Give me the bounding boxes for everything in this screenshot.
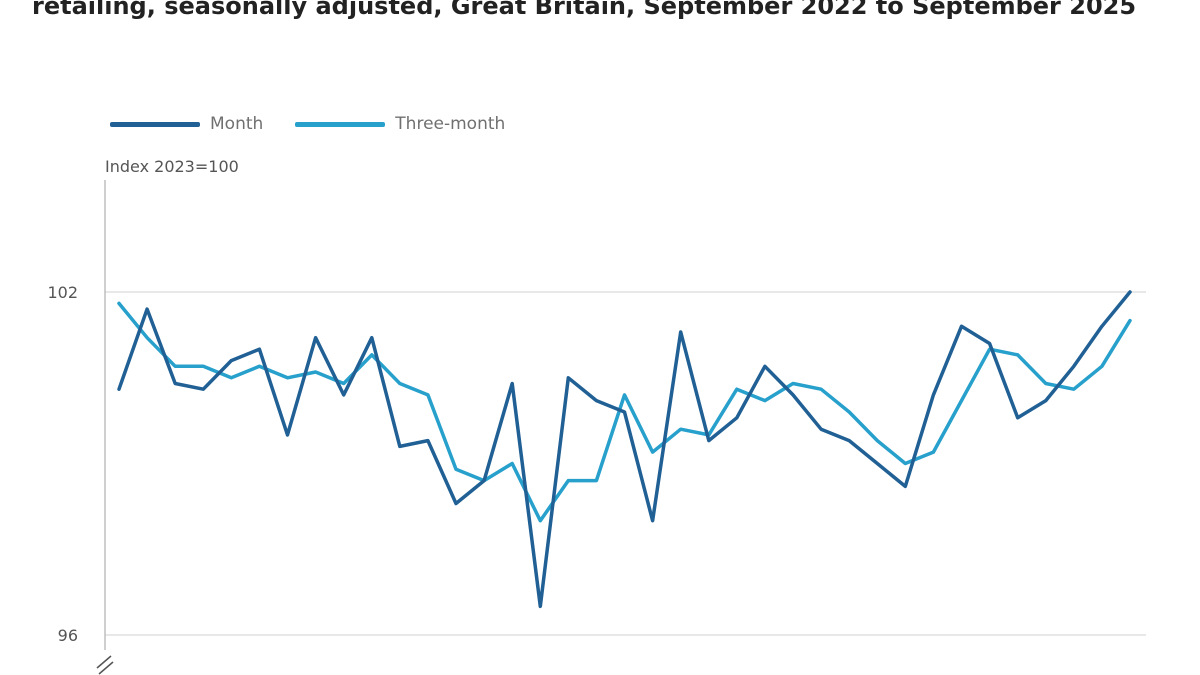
chart-legend: Month Three-month [110, 111, 537, 137]
y-axis-unit-label: Index 2023=100 [105, 157, 239, 176]
gridlines [105, 291, 1146, 636]
legend-label-three-month: Three-month [395, 114, 506, 134]
series-line-month [117, 290, 1132, 609]
y-tick-label-102: 102 [47, 283, 78, 302]
series-line-three-month [117, 301, 1132, 523]
y-axis-break-mark [98, 661, 114, 675]
axes: 96 102 [47, 180, 114, 675]
series-lines [117, 290, 1132, 609]
legend-swatch-month [110, 121, 200, 127]
y-axis-break-mark [96, 655, 112, 669]
legend-item-month[interactable]: Month [110, 114, 263, 134]
legend-item-three-month[interactable]: Three-month [295, 114, 505, 134]
legend-swatch-three-month [295, 121, 386, 127]
legend-label-month: Month [210, 114, 264, 134]
chart-title: retailing, seasonally adjusted, Great Br… [32, 0, 1137, 20]
y-tick-label-96: 96 [58, 626, 78, 645]
